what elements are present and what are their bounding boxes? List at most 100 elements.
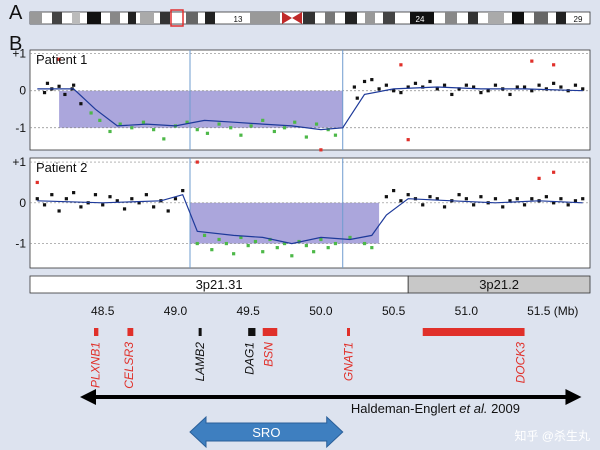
- data-point-normal: [442, 205, 447, 209]
- data-point-gain: [552, 170, 556, 174]
- data-point-normal: [544, 195, 548, 199]
- data-point-normal: [57, 209, 61, 213]
- data-point-deleted: [282, 241, 287, 246]
- x-tick-label: 50.0: [309, 304, 333, 318]
- data-point-deleted: [314, 122, 319, 126]
- data-point-normal: [486, 89, 490, 93]
- data-point-normal: [362, 79, 367, 84]
- sro-arrow: [189, 415, 344, 449]
- data-point-normal: [399, 199, 403, 203]
- data-point-normal: [137, 201, 141, 205]
- ideogram-band: [488, 12, 504, 24]
- data-point-normal: [508, 92, 512, 97]
- data-point-normal: [144, 193, 148, 197]
- data-point-deleted: [229, 126, 233, 130]
- data-point-normal: [72, 191, 76, 195]
- data-point-gain: [57, 57, 61, 61]
- study-arrow-head-right: [565, 389, 582, 405]
- panel-letter-b: B: [9, 33, 23, 55]
- data-point-normal: [522, 203, 527, 207]
- data-point-normal: [101, 203, 105, 207]
- ideogram-band: [87, 12, 101, 24]
- data-point-normal: [479, 90, 483, 95]
- data-point-normal: [173, 197, 178, 201]
- data-point-normal: [472, 203, 476, 207]
- gene-label: PLXNB1: [88, 342, 102, 388]
- data-point-normal: [530, 197, 534, 201]
- data-point-gain: [35, 180, 39, 185]
- citation-etal: et al.: [459, 401, 487, 416]
- data-point-deleted: [141, 120, 146, 124]
- data-point-deleted: [217, 122, 221, 126]
- gene-label: LAMB2: [193, 342, 207, 382]
- data-point-normal: [522, 85, 527, 89]
- data-point-deleted: [370, 246, 374, 250]
- ideogram-band-label: 13: [234, 15, 243, 24]
- data-point-deleted: [118, 122, 122, 126]
- cytoband-label: 3p21.31: [196, 277, 243, 292]
- data-point-deleted: [326, 246, 330, 250]
- citation-year: 2009: [487, 401, 520, 416]
- data-point-gain: [195, 160, 199, 164]
- data-point-normal: [421, 203, 425, 207]
- data-point-deleted: [195, 128, 199, 132]
- data-point-normal: [537, 83, 541, 87]
- x-tick-label: 51.0: [455, 304, 479, 318]
- gene-bar: [262, 328, 278, 336]
- data-point-gain: [406, 138, 410, 142]
- ideogram-highlight-box: [170, 9, 184, 27]
- ideogram-band-label: 24: [416, 15, 425, 24]
- data-point-deleted: [333, 133, 338, 137]
- data-point-deleted: [312, 250, 316, 254]
- data-point-normal: [581, 197, 585, 201]
- data-point-normal: [355, 96, 359, 100]
- ideogram-band: [365, 12, 375, 24]
- data-point-normal: [406, 193, 410, 197]
- panel-letter-a: A: [9, 2, 23, 24]
- data-point-deleted: [224, 241, 228, 246]
- y-tick-label: 0: [19, 84, 26, 98]
- ideogram-band: [128, 12, 136, 24]
- data-point-normal: [115, 199, 119, 203]
- data-point-normal: [544, 87, 548, 91]
- data-point-deleted: [261, 250, 265, 254]
- data-point-deleted: [217, 237, 221, 242]
- data-point-normal: [152, 205, 156, 209]
- y-tick-label: -1: [15, 121, 26, 135]
- data-point-normal: [450, 92, 454, 97]
- gene-label: DAG1: [243, 342, 257, 375]
- chromosome-ideogram: [29, 9, 591, 27]
- ideogram-band: [160, 12, 170, 24]
- data-point-deleted: [293, 120, 297, 124]
- data-point-normal: [479, 195, 483, 199]
- y-tick-label: +1: [12, 47, 26, 61]
- data-point-normal: [464, 83, 468, 87]
- deletion-shade: [190, 202, 380, 244]
- data-point-deleted: [152, 128, 156, 132]
- ideogram-band: [325, 12, 335, 24]
- trend-line: [37, 86, 583, 131]
- data-point-normal: [63, 92, 67, 97]
- data-point-deleted: [348, 235, 352, 240]
- data-point-normal: [392, 89, 396, 93]
- data-point-deleted: [195, 241, 199, 246]
- y-tick-label: -1: [15, 237, 26, 251]
- data-point-normal: [435, 87, 439, 91]
- data-point-normal: [428, 195, 432, 199]
- data-point-normal: [45, 81, 50, 85]
- data-point-normal: [79, 102, 83, 106]
- data-point-deleted: [210, 248, 214, 252]
- data-point-normal: [508, 199, 512, 203]
- gene-bar: [347, 328, 350, 336]
- ideogram-band: [250, 12, 280, 24]
- data-point-deleted: [304, 135, 308, 139]
- data-point-normal: [435, 197, 439, 201]
- data-point-normal: [42, 90, 47, 95]
- data-point-normal: [493, 197, 498, 201]
- data-point-normal: [399, 90, 403, 95]
- y-tick-label: 0: [19, 196, 26, 210]
- data-point-deleted: [162, 137, 166, 141]
- data-point-normal: [573, 83, 578, 87]
- ideogram-band: [52, 12, 62, 24]
